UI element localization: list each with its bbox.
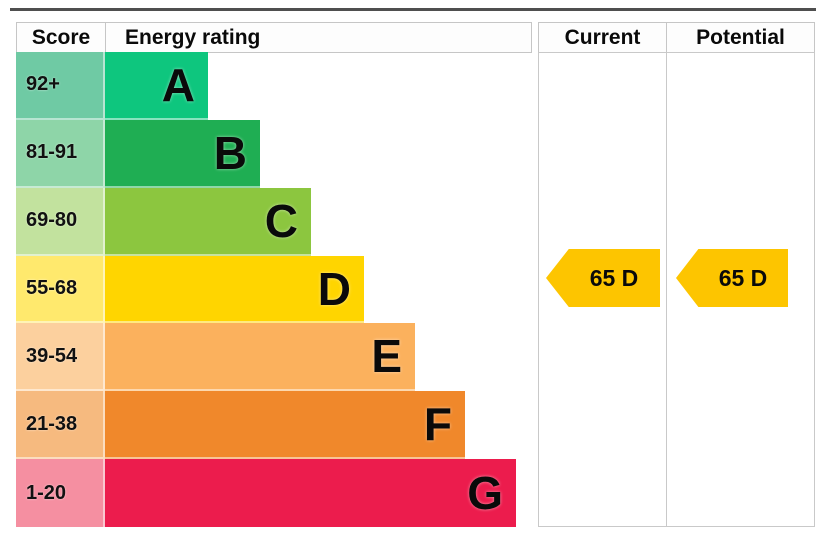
score-range-e: 39-54 xyxy=(16,323,105,392)
band-row-c: 69-80 C xyxy=(16,187,532,256)
band-letter-e: E xyxy=(371,330,402,383)
score-range-d: 55-68 xyxy=(16,255,105,324)
band-letter-c: C xyxy=(264,194,298,247)
score-range-b: 81-91 xyxy=(16,119,105,188)
top-border-rule xyxy=(10,8,816,11)
band-row-b: 81-91 B xyxy=(16,119,532,188)
band-row-d: 55-68 D xyxy=(16,255,532,324)
rating-bar-f: F xyxy=(105,391,465,460)
band-row-e: 39-54 E xyxy=(16,323,532,392)
score-range-c: 69-80 xyxy=(16,187,105,256)
score-column-header: Score xyxy=(16,22,106,53)
current-rating-value: 65 D xyxy=(589,264,639,291)
rating-bar-g: G xyxy=(105,459,516,528)
score-range-f: 21-38 xyxy=(16,391,105,460)
potential-column-header: Potential xyxy=(666,22,815,53)
band-letter-g: G xyxy=(467,467,503,520)
score-range-a: 92+ xyxy=(16,52,105,120)
band-letter-d: D xyxy=(317,262,351,315)
rating-bar-c: C xyxy=(105,187,311,256)
potential-rating-arrow: 65 D xyxy=(676,249,788,307)
rating-bar-d: D xyxy=(105,255,364,324)
band-letter-b: B xyxy=(213,126,247,179)
band-row-g: 1-20 G xyxy=(16,459,532,528)
potential-rating-value: 65 D xyxy=(718,264,768,291)
band-letter-a: A xyxy=(161,58,195,111)
current-rating-arrow: 65 D xyxy=(546,249,660,307)
current-column-header: Current xyxy=(538,22,667,53)
band-row-f: 21-38 F xyxy=(16,391,532,460)
rating-bar-b: B xyxy=(105,119,260,188)
energy-rating-column-header: Energy rating xyxy=(105,22,532,53)
rating-bands: 92+ A 81-91 B 69-80 C 55-68 D 39-54 xyxy=(16,52,532,528)
rating-bar-a: A xyxy=(105,52,208,120)
band-row-a: 92+ A xyxy=(16,52,532,120)
score-range-g: 1-20 xyxy=(16,459,105,528)
band-letter-f: F xyxy=(423,398,452,451)
rating-bar-e: E xyxy=(105,323,415,392)
